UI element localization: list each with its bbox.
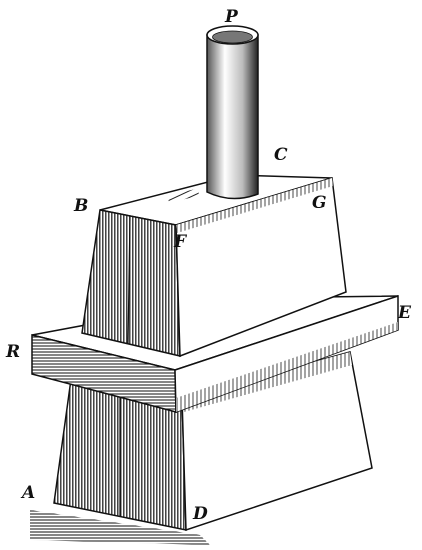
label-r: R — [5, 342, 20, 362]
tube — [206, 25, 259, 200]
label-c: C — [274, 145, 288, 165]
labels: P C B G F E R A D — [5, 7, 412, 524]
label-e: E — [397, 303, 412, 323]
upper-block-left-face — [81, 209, 181, 357]
ground-shadow — [30, 510, 210, 545]
upper-block — [81, 174, 347, 358]
label-p: P — [224, 7, 239, 27]
label-b: B — [73, 196, 88, 216]
label-a: A — [20, 483, 35, 503]
tube-body — [206, 34, 259, 200]
lower-block — [53, 351, 373, 532]
label-d: D — [192, 504, 208, 524]
label-g: G — [312, 193, 327, 213]
label-f: F — [173, 232, 188, 252]
